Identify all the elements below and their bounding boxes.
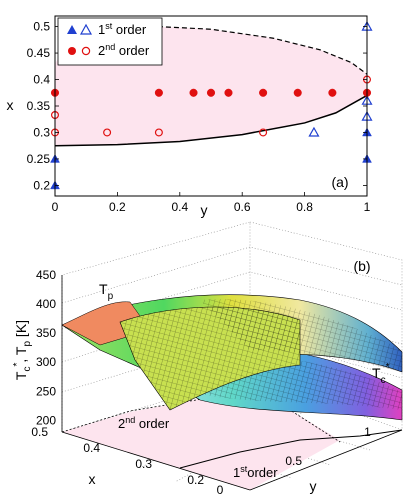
panel-label-b: (b) [353,258,370,274]
z-label-sub2: p [22,341,33,347]
tc-label-sub: c [381,375,386,386]
x-tick-label: 1 [364,200,371,214]
y-axis-ticks-3d: 00.51 [217,425,371,497]
x-tick-label-3d: 0.2 [187,473,204,487]
second-order-point-filled [189,88,198,97]
y-axis-line [249,429,403,491]
y-tick-label: 0.45 [27,46,51,60]
tp-surface-label: Tp [99,281,114,302]
second-order-point-open [103,128,112,137]
second-order-point-filled [259,88,268,97]
y-tick-label: 0.25 [27,152,51,166]
first-order-point-open [308,126,320,137]
z-label-sup: * [12,363,23,367]
first-order-label: 1storder [233,464,278,480]
second-label-sup: nd [125,415,135,425]
legend-marker-filled-circle [68,47,76,55]
floor-boundary-solid [179,429,403,469]
legend-first-rest: order [112,22,147,37]
legend: 1st order 2nd order [57,17,163,66]
z-tick-label: 450 [36,268,56,282]
legend-box [57,17,163,66]
legend-second-main: 2 [98,43,105,58]
z-axis-label: Tc*, Tp [K] [12,320,33,380]
floor-second-order-region [62,395,340,490]
z-tick-label: 250 [36,384,56,398]
upper-boundary-line [157,25,368,75]
z-axis-ticks: 200 250 300 350 400 450 [36,268,56,427]
x-axis-label: y [201,202,208,218]
first-label-rest: order [247,465,278,480]
x-axis-line [61,431,251,491]
second-order-point-filled [293,88,302,97]
legend-entry-first-order: 1st order [98,21,147,37]
y-tick-label: 0.2 [33,178,50,192]
z-tick-label: 200 [36,413,56,427]
second-order-point-filled [328,88,337,97]
x-tick-label: 0.2 [109,200,126,214]
y-tick-label-3d: 0 [217,483,224,497]
x-tick-label: 0.8 [296,200,313,214]
first-label-main: 1 [233,465,240,480]
y-axis-label-3d: y [310,478,317,494]
z-tick-label: 300 [36,355,56,369]
tp-label-sub: p [108,291,114,302]
second-order-point-filled [224,88,233,97]
legend-marker-filled-triangle [67,25,77,34]
legend-marker-open-circle [81,46,91,56]
z-label-sep: , T [13,346,29,363]
tc-label-sup: * [386,362,390,373]
second-order-point-open [154,128,163,137]
x-tick-label: 0.6 [234,200,251,214]
y-tick-label: 0.3 [33,125,50,139]
tc-label-main: T [372,365,381,381]
legend-first-sup: st [105,21,113,31]
panel-a: 0 0.2 0.4 0.6 0.8 1 0.20.250.30.350.40.450.5 … [7,15,373,218]
y-axis-ticks: 0.2 0.25 0.3 0.35 0.4 0.45 0.5 [27,20,367,192]
z-grid-350 [61,271,403,330]
x-tick-label: 0 [52,200,59,214]
legend-entry-second-order: 2nd order [98,42,150,58]
floor-boundary-dashed [61,395,341,443]
y-tick-label-3d: 0.5 [285,454,302,468]
legend-second-sup: nd [105,42,115,52]
legend-second-rest: order [115,43,150,58]
legend-first-main: 1 [98,22,105,37]
z-label-sub1: c [22,367,33,372]
second-order-label: 2nd order [118,415,170,431]
y-tick-label: 0.35 [27,99,51,113]
y-axis-label: x [7,97,14,113]
tp-label-main: T [99,281,108,297]
second-order-point-open [259,128,268,137]
y-tick-label: 0.4 [33,73,50,87]
panel-label-a: (a) [331,174,348,190]
x-tick-label-3d: 0.5 [31,425,48,439]
z-label-main: T [13,371,29,380]
x-axis-ticks-3d: 0.5 0.4 0.3 0.2 [31,425,204,487]
box-edges [61,275,403,491]
z-grid-400 [61,246,403,304]
z-tick-label: 400 [36,297,56,311]
legend-marker-open-triangle [79,23,93,35]
x-axis-ticks: 0 0.2 0.4 0.6 0.8 1 [52,192,371,214]
z-label-unit: [K] [13,320,29,341]
first-label-sup: st [240,464,248,474]
tc-surface-label: Tc* [372,362,390,386]
tp-upper-mesh [200,299,402,372]
z-tick-label: 350 [36,326,56,340]
lower-boundary-line [54,94,368,147]
x-tick-label-3d: 0.4 [83,441,100,455]
back-wall-right [249,221,403,431]
second-label-main: 2 [118,416,125,431]
x-axis-label-3d: x [89,471,96,487]
second-label-rest: order [135,416,170,431]
y-tick-label: 0.5 [33,20,50,34]
x-tick-label-3d: 0.3 [135,457,152,471]
y-tick-label-3d: 1 [364,425,371,439]
second-order-point-filled [154,88,163,97]
x-tick-label: 0.4 [171,200,188,214]
second-order-point-filled [206,88,216,97]
